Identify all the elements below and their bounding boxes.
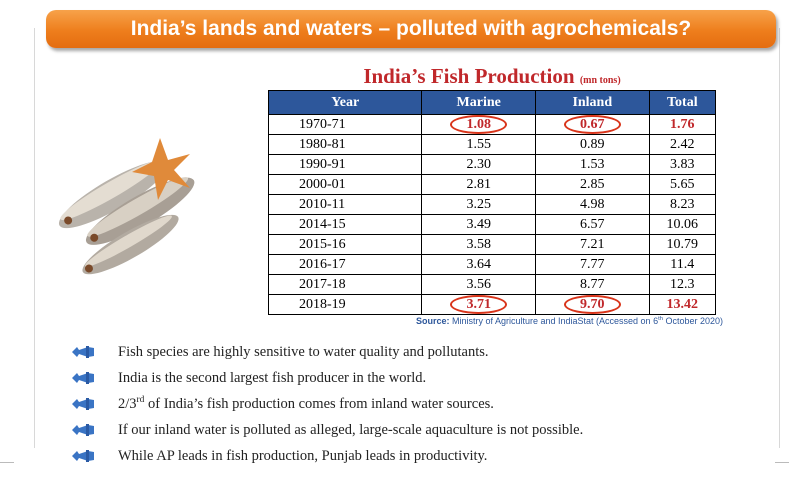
circled-value: 3.71 (450, 295, 507, 314)
table-unit: (mn tons) (579, 75, 621, 86)
rule (0, 462, 14, 463)
circled-value: 0.67 (564, 115, 621, 134)
fish-icon (72, 372, 94, 384)
bullet-text: While AP leads in fish production, Punja… (118, 448, 487, 465)
table-cell: 2017-18 (267, 274, 423, 295)
table-cell: 11.4 (648, 254, 717, 275)
table-row: 2017-18 3.56 8.77 12.3 (267, 274, 717, 295)
bullet-text-part: If our inland water is polluted as alleg… (118, 421, 584, 438)
source-label: Source: (415, 316, 450, 326)
bullet: Fish species are highly sensitive to wat… (72, 340, 489, 364)
header-row: Year Marine Inland Total (267, 90, 717, 115)
table-row: 1990-91 2.30 1.53 3.83 (267, 154, 717, 175)
rule (775, 462, 789, 463)
table-cell: 8.77 (535, 274, 650, 295)
column-header: Inland (535, 90, 650, 115)
bullet-text: 2/3rd of India’s fish production comes f… (118, 395, 494, 413)
table-row: 2014-15 3.49 6.57 10.06 (267, 214, 717, 235)
bullet-sup: rd (136, 395, 145, 406)
source-end: October 2020) (662, 316, 723, 326)
table-cell: 7.21 (535, 234, 650, 255)
bullet: If our inland water is polluted as alleg… (72, 418, 583, 442)
table-cell: 2000-01 (267, 174, 423, 195)
table-cell: 8.23 (648, 194, 717, 215)
table-cell: 9.70 (535, 294, 650, 315)
table-row: 2015-16 3.58 7.21 10.79 (267, 234, 717, 255)
table-cell: 1.55 (421, 134, 536, 155)
bullet-text-end: of India’s fish production comes from in… (144, 395, 494, 412)
bullet-text-part: Fish species are highly sensitive to wat… (118, 343, 489, 360)
fish-image (58, 138, 195, 275)
table-cell: 1.76 (648, 114, 717, 135)
source: Source: Ministry of Agriculture and Indi… (268, 316, 723, 326)
table-cell: 10.79 (648, 234, 717, 255)
table-row: 2000-01 2.81 2.85 5.65 (267, 174, 717, 195)
table-title: India’s Fish Production (mn tons) (268, 64, 716, 89)
table-row: 2016-17 3.64 7.77 11.4 (267, 254, 717, 275)
table-cell: 3.83 (648, 154, 717, 175)
table-cell: 1.53 (535, 154, 650, 175)
table-row: 2010-11 3.25 4.98 8.23 (267, 194, 717, 215)
table-cell: 1990-91 (267, 154, 423, 175)
table-row: 1970-71 1.08 0.67 1.76 (267, 114, 717, 135)
bullet-text: If our inland water is polluted as alleg… (118, 422, 583, 439)
table-cell: 2018-19 (267, 294, 423, 315)
table-cell: 0.67 (535, 114, 650, 135)
source-text: Ministry of Agriculture and IndiaStat (A… (449, 316, 659, 326)
table-cell: 13.42 (648, 294, 717, 315)
bullet-text: India is the second largest fish produce… (118, 370, 426, 387)
fish-icon (72, 450, 94, 462)
table-cell: 12.3 (648, 274, 717, 295)
column-header: Marine (421, 90, 536, 115)
fish-icon (72, 398, 94, 410)
column-header: Year (267, 90, 423, 115)
circled-value: 1.08 (450, 115, 507, 134)
table-cell: 3.71 (421, 294, 536, 315)
table-cell: 7.77 (535, 254, 650, 275)
table-cell: 3.25 (421, 194, 536, 215)
header-title: India’s lands and waters – polluted with… (46, 10, 776, 48)
table-cell: 2.81 (421, 174, 536, 195)
table-title-text: India’s Fish Production (363, 64, 575, 88)
table-cell: 3.64 (421, 254, 536, 275)
table-cell: 2.85 (535, 174, 650, 195)
column-header: Total (648, 90, 717, 115)
table-cell: 3.58 (421, 234, 536, 255)
table-cell: 1970-71 (267, 114, 423, 135)
bullet-text-part: India is the second largest fish produce… (118, 369, 427, 386)
table-cell: 2015-16 (267, 234, 423, 255)
bullet-text: Fish species are highly sensitive to wat… (118, 344, 489, 361)
bullet: India is the second largest fish produce… (72, 366, 426, 390)
fish-icon (72, 346, 94, 358)
bullet-text-part: 2/3 (118, 395, 137, 412)
table-cell: 5.65 (648, 174, 717, 195)
table-row: 1980-81 1.55 0.89 2.42 (267, 134, 717, 155)
table-cell: 2014-15 (267, 214, 423, 235)
bullet: While AP leads in fish production, Punja… (72, 444, 487, 468)
table-cell: 0.89 (535, 134, 650, 155)
table-cell: 4.98 (535, 194, 650, 215)
source-sup: th (658, 316, 663, 322)
table-cell: 1980-81 (267, 134, 423, 155)
frame (34, 28, 780, 448)
bullet: 2/3rd of India’s fish production comes f… (72, 392, 494, 416)
circled-value: 9.70 (564, 295, 621, 314)
table-cell: 3.56 (421, 274, 536, 295)
table-cell: 1.08 (421, 114, 536, 135)
table-cell: 6.57 (535, 214, 650, 235)
fish-icon (72, 424, 94, 436)
bullet-text-part: While AP leads in fish production, Punja… (118, 447, 488, 464)
table-cell: 2.30 (421, 154, 536, 175)
table-cell: 10.06 (648, 214, 717, 235)
table-cell: 3.49 (421, 214, 536, 235)
table-cell: 2010-11 (267, 194, 423, 215)
table-row: 2018-19 3.71 9.70 13.42 (267, 294, 717, 315)
table-cell: 2.42 (648, 134, 717, 155)
table-cell: 2016-17 (267, 254, 423, 275)
data-table: Year Marine Inland Total 1970-71 1.08 0.67 1.76… (267, 90, 717, 315)
